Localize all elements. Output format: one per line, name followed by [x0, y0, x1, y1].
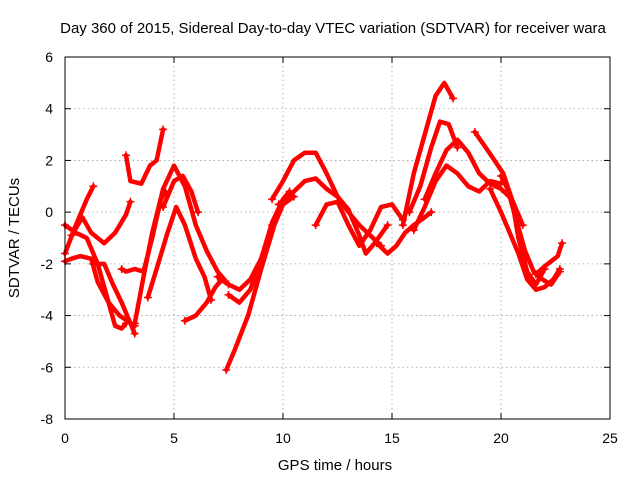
series-line-track-9: [145, 204, 214, 303]
series-line-track-11: [182, 277, 225, 323]
plus-marker-track-22-end: [518, 221, 527, 230]
plus-marker-track-19-end: [449, 94, 458, 103]
axis-ticks: [64, 56, 611, 420]
x-axis-label: GPS time / hours: [278, 457, 392, 474]
series-line-track-2: [62, 253, 138, 329]
series-line-track-10: [160, 173, 201, 215]
plus-marker-track-13-start: [222, 365, 231, 374]
y-axis-label: SDTVAR / TECUs: [6, 178, 23, 298]
plus-marker-track-22-start: [420, 195, 429, 204]
y-tick-label: 2: [45, 152, 53, 168]
series-line-track-21: [411, 163, 504, 233]
series-line-track-1: [62, 184, 96, 256]
axis-tick-labels: 0 5 10 15 20 25 -8 -6 -4 -2 0 2 4 6: [41, 49, 618, 446]
x-tick-label: 25: [602, 430, 618, 446]
plus-marker-track-14-start: [224, 290, 233, 299]
plus-marker-track-20-end: [453, 143, 462, 152]
plus-marker-track-16-end: [383, 221, 392, 230]
series-line-track-5: [91, 261, 138, 336]
chart-title: Day 360 of 2015, Sidereal Day-to-day VTE…: [60, 20, 606, 37]
series-line-track-4: [69, 199, 133, 246]
y-tick-label: 4: [45, 101, 53, 117]
plus-marker-track-8-start: [130, 319, 139, 328]
plus-marker-track-26-start: [531, 270, 540, 279]
plus-marker-track-18-end: [427, 208, 436, 217]
plus-marker-track-6-start: [117, 265, 126, 274]
y-tick-label: 0: [45, 204, 53, 220]
x-tick-label: 20: [493, 430, 509, 446]
plus-marker-track-16-start: [274, 200, 283, 209]
series-line-track-18: [374, 209, 434, 256]
series-line-track-14: [226, 189, 292, 305]
plus-marker-track-11-start: [180, 316, 189, 325]
plus-marker-track-25-start: [497, 171, 505, 180]
plus-marker-track-17-start: [311, 221, 320, 230]
series-line-track-23: [472, 129, 547, 287]
plus-marker-track-4-end: [126, 197, 135, 206]
series-line-track-20: [407, 119, 460, 215]
plus-marker-track-24-start: [486, 184, 495, 193]
series-line-track-7: [123, 127, 166, 186]
plus-marker-track-12-start: [213, 272, 222, 281]
plus-marker-track-5-start: [89, 259, 98, 268]
y-tick-label: 6: [45, 49, 53, 65]
plus-marker-track-15-start: [268, 195, 277, 204]
y-tick-label: -8: [41, 411, 54, 427]
plus-marker-track-10-start: [159, 202, 168, 211]
y-tick-label: -4: [41, 308, 54, 324]
plus-marker-track-4-start: [67, 231, 76, 240]
x-tick-label: 0: [61, 430, 69, 446]
plus-marker-track-5-end: [130, 329, 139, 338]
series-line-track-26: [533, 240, 565, 277]
grid: [65, 57, 610, 419]
x-tick-label: 5: [170, 430, 178, 446]
plus-marker-track-9-start: [143, 293, 152, 302]
plot-frame: [64, 56, 611, 420]
series-line-track-3: [62, 222, 129, 331]
series-line-track-22: [422, 137, 526, 228]
series-line-track-13: [224, 194, 297, 373]
plus-marker-track-21-start: [409, 226, 418, 235]
series-line-track-17: [313, 199, 406, 249]
data-series: [61, 80, 567, 374]
series-line-track-24: [487, 186, 563, 292]
plus-marker-track-7-start: [122, 151, 131, 160]
plus-marker-track-23-start: [470, 127, 479, 136]
series-line-track-16: [276, 176, 390, 256]
plus-marker-track-1-end: [89, 182, 98, 191]
x-tick-label: 15: [384, 430, 400, 446]
x-tick-label: 10: [275, 430, 291, 446]
plus-marker-track-7-end: [159, 125, 168, 134]
plus-marker-track-26-end: [558, 239, 567, 248]
y-tick-label: -2: [41, 256, 54, 272]
series-line-track-19: [400, 80, 456, 228]
y-tick-label: -6: [41, 359, 54, 375]
plus-marker-track-19-start: [398, 221, 407, 230]
series-line-track-15: [269, 150, 384, 249]
series-line-track-25: [498, 173, 563, 287]
plus-marker-track-25-end: [555, 267, 564, 276]
plus-marker-track-18-start: [372, 239, 381, 248]
plus-marker-track-10-end: [193, 208, 202, 217]
plus-marker-track-20-start: [405, 208, 414, 217]
